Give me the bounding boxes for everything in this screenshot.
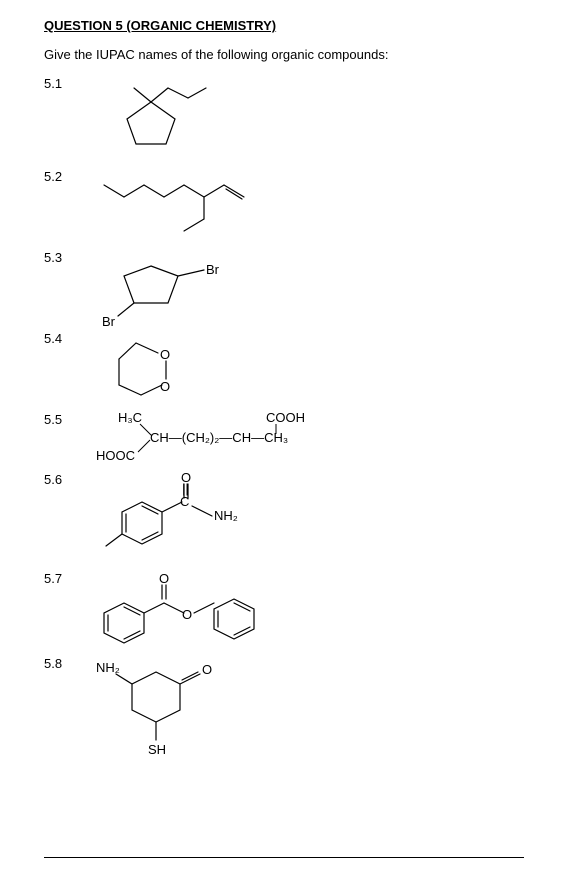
label-c: C xyxy=(180,494,189,509)
question-heading: QUESTION 5 (ORGANIC CHEMISTRY) xyxy=(44,18,524,33)
label-br-left: Br xyxy=(102,314,116,326)
structure-5-5: H₃C COOH CH—(CH₂)₂—CH—CH₃ HOOC xyxy=(96,410,524,470)
structure-5-4: O O xyxy=(96,329,524,410)
subnum-5-2: 5.2 xyxy=(44,167,96,184)
label-o-upper: O xyxy=(160,347,170,362)
bottom-rule xyxy=(44,857,524,858)
instruction-text: Give the IUPAC names of the following or… xyxy=(44,47,524,62)
subquestion-5-4: 5.4 O O xyxy=(44,329,524,410)
label-o-lower: O xyxy=(160,379,170,394)
structure-5-3: Br Br xyxy=(96,248,524,329)
subnum-5-7: 5.7 xyxy=(44,569,96,586)
label-hooc: HOOC xyxy=(96,448,135,463)
subnum-5-1: 5.1 xyxy=(44,74,96,91)
label-br-right: Br xyxy=(206,262,220,277)
subnum-5-5: 5.5 xyxy=(44,410,96,427)
label-nh2-amide: NH₂ xyxy=(214,508,238,523)
subquestion-5-6: 5.6 O C NH₂ || xyxy=(44,470,524,569)
subnum-5-3: 5.3 xyxy=(44,248,96,265)
structure-5-1 xyxy=(96,74,524,167)
subquestion-5-5: 5.5 H₃C COOH CH—(CH₂)₂—CH—CH₃ HOOC xyxy=(44,410,524,470)
subquestion-5-8: 5.8 NH₂ O SH xyxy=(44,654,524,767)
subnum-5-8: 5.8 xyxy=(44,654,96,671)
label-o-esterdbl: O xyxy=(159,571,169,586)
subquestion-5-2: 5.2 xyxy=(44,167,524,248)
structure-5-7: O O xyxy=(96,569,524,654)
structure-5-8: NH₂ O SH xyxy=(96,654,524,767)
structure-5-6: O C NH₂ || xyxy=(96,470,524,569)
subquestion-5-3: 5.3 Br Br xyxy=(44,248,524,329)
subnum-5-4: 5.4 xyxy=(44,329,96,346)
label-o-ketone: O xyxy=(202,662,212,677)
label-o-ester: O xyxy=(182,607,192,622)
subnum-5-6: 5.6 xyxy=(44,470,96,487)
label-dblbond: || xyxy=(182,481,189,496)
label-midchain: CH—(CH₂)₂—CH—CH₃ xyxy=(150,430,288,445)
label-sh: SH xyxy=(148,742,166,757)
subquestion-5-1: 5.1 xyxy=(44,74,524,167)
structure-5-2 xyxy=(96,167,524,248)
subquestion-5-7: 5.7 O xyxy=(44,569,524,654)
label-nh2: NH₂ xyxy=(96,660,120,675)
